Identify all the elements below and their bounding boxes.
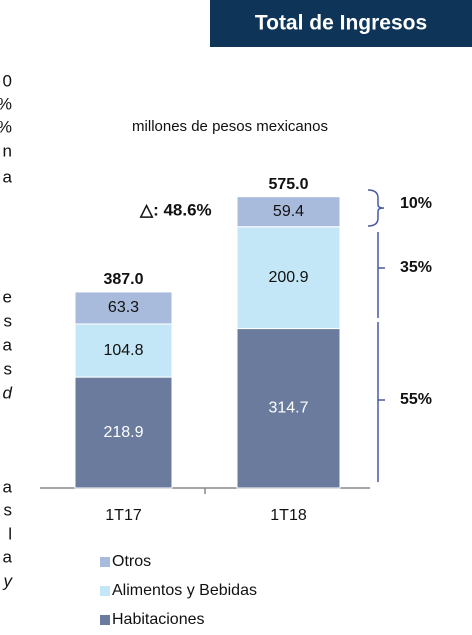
x-tick-label: 1T17 [105, 507, 142, 524]
margin-text: 0 [3, 71, 12, 90]
bar-segment [236, 196, 341, 228]
data-label: 104.8 [103, 342, 143, 359]
total-label: 387.0 [103, 271, 143, 288]
margin-text: l [8, 524, 12, 543]
share-label: 55% [400, 391, 432, 408]
data-label: 63.3 [108, 299, 139, 316]
margin-text: a [3, 477, 13, 496]
legend-swatch [100, 586, 110, 596]
margin-text: s [4, 359, 13, 378]
margin-text: s [4, 311, 13, 330]
margin-text: % [0, 94, 12, 113]
margin-text: n [3, 141, 12, 160]
chart-title: Total de Ingresos [255, 12, 427, 35]
x-tick-label: 1T18 [270, 507, 307, 524]
legend-swatch [100, 557, 110, 567]
margin-text: a [3, 547, 13, 566]
margin-text: e [3, 287, 12, 306]
share-label: 35% [400, 259, 432, 276]
header-band [210, 0, 472, 47]
data-label: 314.7 [268, 399, 308, 416]
subtitle: millones de pesos mexicanos [132, 118, 328, 135]
legend-label: Habitaciones [112, 611, 205, 628]
share-label: 10% [400, 195, 432, 212]
legend-label: Otros [112, 553, 151, 570]
margin-text: a [3, 335, 13, 354]
brackets [367, 189, 385, 482]
data-label: 200.9 [268, 269, 308, 286]
bar-segment [74, 323, 173, 378]
margin-text: y [3, 571, 14, 590]
margin-text: % [0, 117, 12, 136]
legend-label: Alimentos y Bebidas [112, 582, 257, 599]
bar-segment [74, 291, 173, 325]
change-annotation: △: 48.6% [139, 200, 212, 219]
legend-swatch [100, 615, 110, 625]
data-label: 218.9 [103, 424, 143, 441]
bar-segment [74, 376, 173, 489]
margin-text: d [3, 383, 13, 402]
total-label: 575.0 [268, 176, 308, 193]
margin-text: s [4, 500, 13, 519]
margin-text: a [3, 167, 13, 186]
data-label: 59.4 [273, 203, 304, 220]
